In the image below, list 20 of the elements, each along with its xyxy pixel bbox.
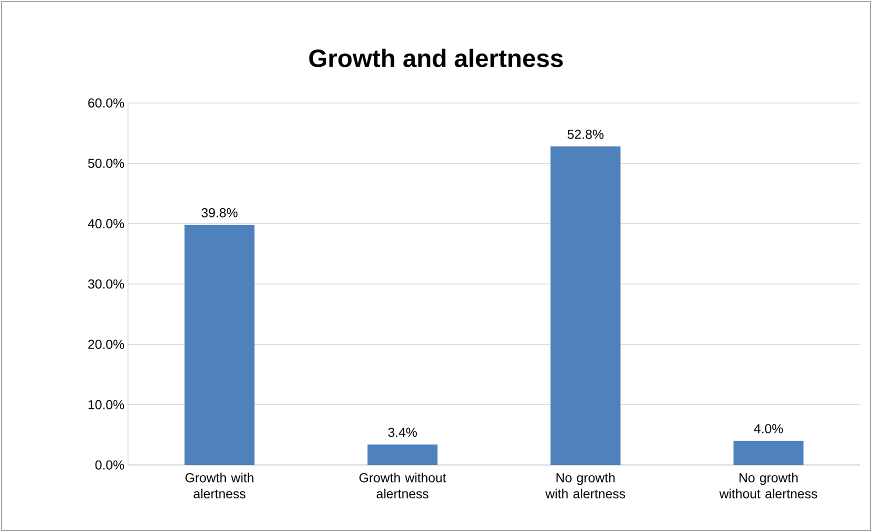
x-tick-label: Growth without alertness [359,472,446,498]
bar [733,440,804,465]
y-tick-label: 30.0% [88,279,124,289]
x-tick-label: Growth with alertness [185,472,254,498]
bar [184,224,255,465]
x-tick-label: No growth without alertness [719,472,818,498]
x-tick-label: No growth with alertness [545,472,626,498]
chart-title: Growth and alertness [309,48,563,68]
y-tick-label: 50.0% [88,158,124,168]
y-tick-label: 40.0% [88,219,124,228]
y-tick-label: 20.0% [88,340,124,349]
y-tick-label: 0.0% [95,460,124,470]
y-tick-label: 10.0% [88,400,124,410]
data-label: 3.4% [388,428,417,437]
y-tick-label: 60.0% [88,98,124,108]
data-label: 4.0% [754,424,783,434]
data-label: 39.8% [202,208,238,218]
bar [368,444,438,465]
bar [550,146,620,465]
data-label: 52.8% [568,130,604,139]
